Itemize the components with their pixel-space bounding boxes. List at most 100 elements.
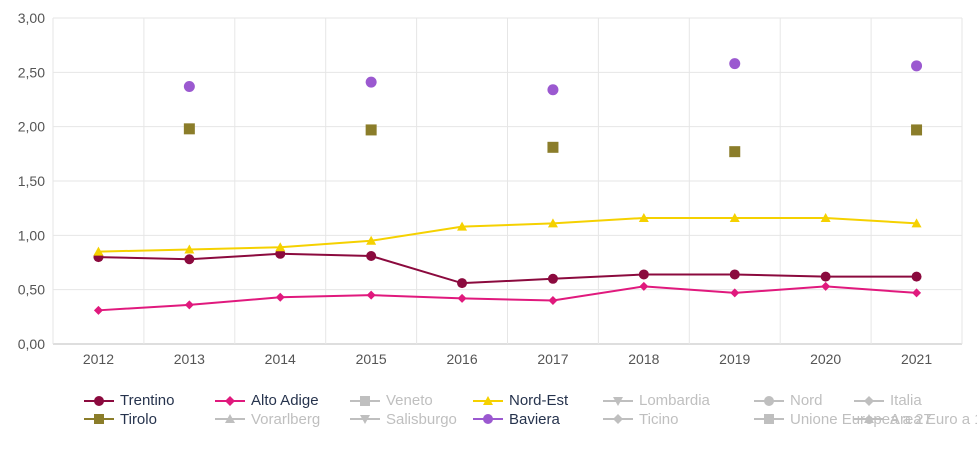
x-tick-label: 2012	[83, 351, 114, 367]
legend-label: Veneto	[386, 392, 433, 409]
legend-symbol-icon	[854, 395, 884, 406]
legend-item-baviera[interactable]: Baviera	[473, 411, 560, 428]
x-tick-label: 2015	[356, 351, 387, 367]
legend-label: Area Euro a 19	[890, 410, 977, 428]
legend-item-vorarlberg[interactable]: Vorarlberg	[215, 411, 320, 428]
legend-symbol-icon	[350, 395, 380, 406]
data-point-alto-adige	[639, 281, 649, 291]
data-point-nord-est	[366, 235, 377, 245]
data-point-tirolo	[911, 124, 923, 136]
data-point-nord-est	[547, 218, 558, 228]
x-tick-label: 2018	[628, 351, 659, 367]
data-point-baviera	[911, 60, 923, 72]
data-point-trentino	[911, 271, 922, 282]
data-point-tirolo	[183, 123, 195, 135]
data-point-nord-est	[93, 246, 104, 256]
data-point-nord-est	[275, 242, 286, 252]
data-point-alto-adige	[912, 288, 922, 298]
legend-symbol-icon	[215, 395, 245, 406]
legend-label: Trentino	[120, 392, 175, 409]
data-point-nord-est	[911, 218, 922, 228]
legend-label: Vorarlberg	[251, 410, 321, 428]
legend-item-nord-est[interactable]: Nord-Est	[473, 392, 568, 409]
y-tick-label: 0,00	[18, 336, 45, 352]
data-point-baviera	[183, 80, 195, 92]
legend-item-area-euro-a-19[interactable]: Area Euro a 19	[854, 411, 977, 428]
legend-label: Nord-Est	[509, 392, 569, 409]
legend-symbol-icon	[84, 414, 114, 424]
legend-symbol-icon	[473, 414, 503, 424]
series-line-trentino	[98, 252, 917, 285]
data-point-alto-adige	[184, 300, 194, 310]
legend-symbol-icon	[603, 414, 633, 424]
legend-label: Lombardia	[639, 392, 710, 409]
legend-item-veneto[interactable]: Veneto	[350, 392, 433, 409]
data-point-baviera	[729, 58, 741, 70]
y-tick-label: 0,50	[18, 282, 45, 298]
x-tick-label: 2019	[719, 351, 750, 367]
data-point-tirolo	[729, 146, 741, 158]
legend-symbol-icon	[603, 396, 633, 406]
legend-symbol-icon	[84, 395, 114, 406]
data-point-alto-adige	[548, 296, 558, 306]
x-tick-label: 2021	[901, 351, 932, 367]
legend-item-ticino[interactable]: Ticino	[603, 411, 678, 428]
legend-label: Tirolo	[120, 410, 157, 428]
data-point-alto-adige	[93, 305, 103, 315]
data-point-alto-adige	[366, 290, 376, 300]
data-point-nord-est	[729, 212, 740, 222]
data-point-trentino	[366, 250, 377, 261]
legend-symbol-icon	[854, 414, 884, 423]
data-point-baviera	[365, 76, 377, 88]
data-point-trentino	[547, 273, 558, 284]
legend-label: Alto Adige	[251, 392, 319, 409]
chart-legend: Trentino Alto Adige Veneto Nord-Est Lombardi…	[84, 392, 977, 455]
legend-label: Italia	[890, 392, 922, 409]
data-point-alto-adige	[457, 293, 467, 303]
data-point-trentino	[729, 269, 740, 280]
data-point-baviera	[547, 84, 559, 96]
series-line-alto-adige	[98, 285, 917, 312]
legend-item-trentino[interactable]: Trentino	[84, 392, 174, 409]
data-point-trentino	[275, 248, 286, 259]
legend-label: Baviera	[509, 410, 560, 428]
legend-item-italia[interactable]: Italia	[854, 392, 922, 409]
data-point-nord-est	[820, 212, 831, 222]
data-point-alto-adige	[275, 292, 285, 302]
y-tick-label: 1,00	[18, 227, 45, 243]
data-point-alto-adige	[821, 281, 831, 291]
data-point-trentino	[184, 254, 195, 265]
x-tick-label: 2013	[174, 351, 205, 367]
y-tick-label: 1,50	[18, 173, 45, 189]
data-point-nord-est	[184, 244, 195, 254]
legend-item-nord[interactable]: Nord	[754, 392, 823, 409]
data-point-trentino	[820, 271, 831, 282]
x-tick-label: 2020	[810, 351, 841, 367]
y-tick-label: 3,00	[18, 10, 45, 26]
x-tick-label: 2014	[265, 351, 296, 367]
legend-symbol-icon	[754, 395, 784, 406]
line-chart: 0,00 0,50 1,00 1,50 2,00 2,50 3,00 2012 2013 2014…	[18, 10, 963, 367]
data-point-nord-est	[638, 212, 649, 222]
series-line-nord-est	[98, 216, 917, 253]
legend-symbol-icon	[215, 414, 245, 423]
legend-item-tirolo[interactable]: Tirolo	[84, 411, 157, 428]
data-point-trentino	[638, 269, 649, 280]
legend-symbol-icon	[350, 415, 380, 424]
legend-label: Nord	[790, 392, 823, 409]
legend-label: Ticino	[639, 410, 679, 428]
legend-symbol-icon	[754, 414, 784, 424]
data-point-nord-est	[457, 221, 468, 231]
legend-item-lombardia[interactable]: Lombardia	[603, 392, 710, 409]
y-tick-label: 2,00	[18, 119, 45, 135]
data-point-tirolo	[365, 124, 377, 136]
data-point-tirolo	[547, 141, 559, 153]
x-tick-label: 2016	[446, 351, 477, 367]
legend-label: Salisburgo	[386, 410, 457, 428]
data-point-trentino	[457, 278, 468, 289]
legend-symbol-icon	[473, 395, 503, 405]
legend-item-alto-adige[interactable]: Alto Adige	[215, 392, 319, 409]
legend-item-salisburgo[interactable]: Salisburgo	[350, 411, 457, 428]
y-tick-label: 2,50	[18, 64, 45, 80]
x-tick-label: 2017	[537, 351, 568, 367]
